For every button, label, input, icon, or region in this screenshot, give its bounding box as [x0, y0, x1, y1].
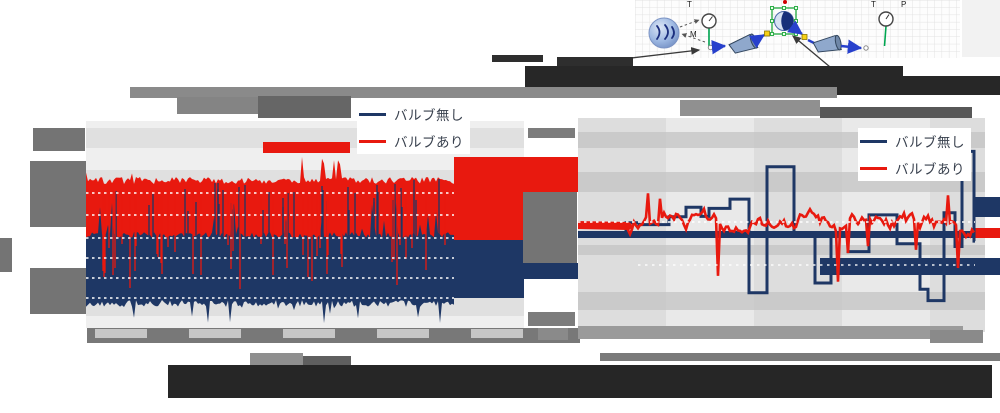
- legend-label: バルブ無し: [394, 108, 464, 123]
- redaction-top-text-line: [525, 66, 903, 87]
- dashed-link-1: [679, 19, 700, 28]
- legend-label: バルブ無し: [895, 135, 965, 150]
- redaction-chart2-xticks: [578, 326, 963, 339]
- legend-item: バルブ無し: [860, 131, 965, 151]
- valve-marker-dot: [783, 0, 787, 4]
- legend-line-red: [860, 166, 887, 170]
- label-t1: T: [687, 0, 692, 9]
- fan-sphere-icon: [648, 17, 680, 49]
- redaction-chart2-xticks-right: [930, 330, 983, 343]
- pipe-node-yellow-1: [764, 30, 770, 37]
- redaction-chart2-title-a: [680, 100, 820, 116]
- pipe-node-1: [707, 44, 714, 51]
- redaction-chart1-xaxis-title-b: [303, 356, 351, 366]
- legend-label: バルブあり: [895, 162, 965, 177]
- gauge-temperature-left: [701, 13, 717, 46]
- redaction-bottom-caption: [168, 365, 992, 398]
- redaction-chart1-ytick-1: [33, 128, 85, 151]
- label-m: M: [690, 30, 697, 39]
- redaction-chart1-xticks: [87, 328, 580, 343]
- redaction-top-small: [492, 55, 543, 62]
- redaction-chart1-ytick-3: [30, 268, 86, 314]
- redaction-top-text-right: [837, 76, 1000, 95]
- legend-item: バルブ無し: [359, 104, 464, 124]
- flow-arrow-2: [748, 33, 766, 49]
- legend-item: バルブあり: [359, 131, 464, 151]
- legend-item: バルブあり: [860, 158, 965, 178]
- redaction-bottom-gray-bar: [600, 353, 1000, 361]
- redaction-xtick-patches: [95, 329, 540, 338]
- redaction-chart2-ytick-bottom: [528, 312, 575, 326]
- chart-right-legend: バルブ無し バルブあり: [858, 128, 971, 181]
- chart-right-plot: [578, 118, 1000, 332]
- redaction-chart2-title-b: [820, 107, 972, 118]
- redaction-navy-block: [523, 263, 578, 279]
- redaction-chart1-yaxis-title: [0, 238, 12, 272]
- flow-arrow-5: [840, 39, 863, 54]
- flow-arrow-3: [787, 20, 803, 35]
- redaction-top-small-2: [557, 57, 633, 67]
- legend-line-navy: [860, 139, 887, 143]
- pipe-node-2: [863, 45, 869, 51]
- redaction-red-block: [505, 157, 578, 192]
- chart-left-plot: [86, 121, 524, 328]
- redaction-chart1-title-b: [258, 96, 351, 118]
- redaction-chart2-ytick-top: [528, 128, 575, 138]
- label-t2: T: [871, 0, 876, 9]
- legend-line-red: [359, 139, 386, 143]
- label-p: P: [901, 0, 906, 9]
- redaction-chart1-ytick-2: [30, 161, 86, 227]
- pipe-node-yellow-2: [801, 34, 808, 40]
- process-diagram: T M: [635, 0, 960, 58]
- legend-label: バルブあり: [394, 135, 464, 150]
- diagram-right-margin: [962, 0, 1000, 57]
- redaction-chart2-yaxis: [523, 192, 577, 263]
- flow-arrow-1: [711, 40, 727, 55]
- redaction-between-xticks: [538, 328, 568, 340]
- legend-line-navy: [359, 112, 386, 116]
- gauge-temperature-right: [878, 11, 894, 47]
- redaction-chart1-xaxis-title-a: [250, 353, 303, 366]
- redaction-chart1-title-a: [177, 97, 258, 114]
- chart-left-legend: バルブ無し バルブあり: [357, 101, 470, 154]
- redaction-subtext-bar: [130, 87, 837, 98]
- dashed-link-2: [681, 33, 706, 43]
